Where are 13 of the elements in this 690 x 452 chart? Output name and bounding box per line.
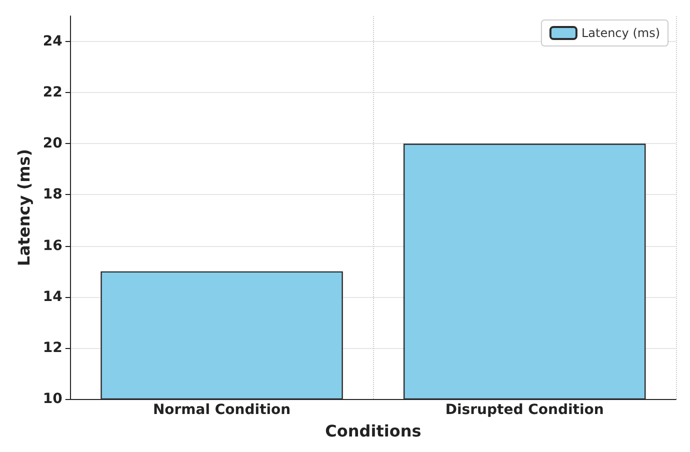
y-tick-label: 14 [42, 288, 63, 305]
y-tick-label: 18 [42, 186, 62, 203]
y-axis-title: Latency (ms) [14, 148, 34, 266]
y-tick-label: 20 [42, 136, 63, 152]
x-tick-label: Disrupted Condition [445, 402, 604, 418]
y-tick-label: 24 [42, 34, 63, 50]
x-axis-title: Conditions [325, 422, 422, 440]
legend-label: Latency (ms) [581, 26, 660, 40]
y-tick-label: 12 [42, 340, 62, 356]
x-tick-label: Normal Condition [152, 402, 291, 418]
y-tick-label: 22 [42, 84, 62, 101]
y-tick-label: 10 [42, 391, 63, 407]
y-tick-label: 16 [42, 238, 62, 254]
